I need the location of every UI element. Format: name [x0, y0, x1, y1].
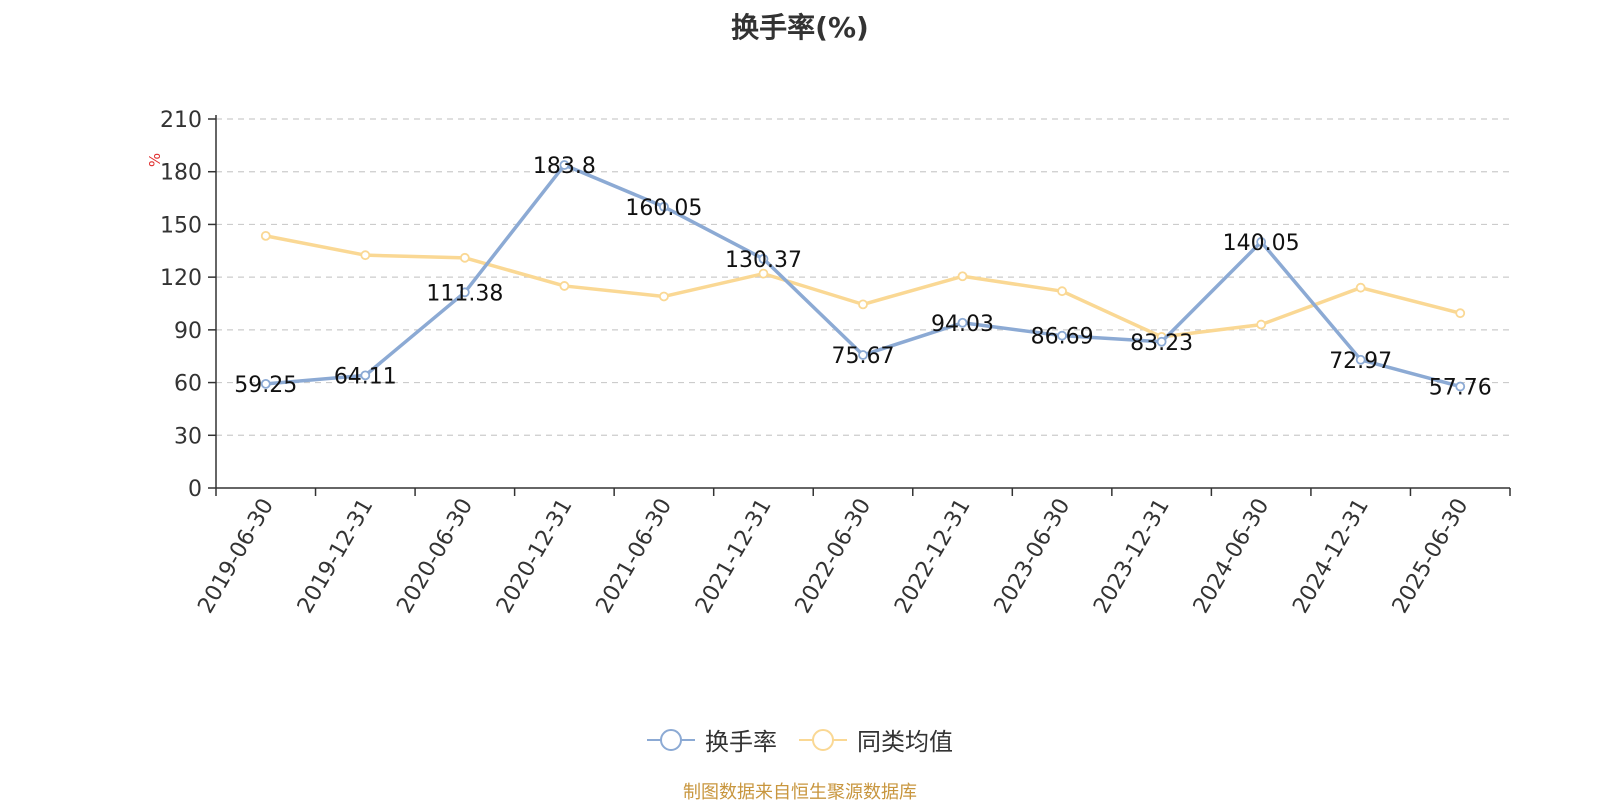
x-tick-label: 2023-12-31: [1089, 495, 1175, 618]
data-point-series-0: [659, 201, 669, 212]
x-tick-label: 2021-06-30: [592, 495, 678, 618]
data-point-series-0: [559, 160, 570, 170]
data-point-series-0: [1156, 336, 1167, 347]
legend-item-peer-average[interactable]: 同类均值: [799, 722, 953, 757]
data-point-series-1: [360, 250, 371, 261]
data-point-series-0: [1355, 354, 1366, 365]
data-label: 160.05: [625, 196, 702, 221]
x-tick-label: 2021-12-31: [691, 495, 777, 618]
data-source-note: 制图数据来自恒生聚源数据库: [683, 782, 917, 803]
data-point-series-0: [459, 287, 470, 298]
y-tick-label: 30: [174, 424, 202, 449]
data-point-series-1: [957, 271, 968, 282]
legend: 换手率 同类均值: [0, 722, 1600, 757]
x-tick-label: 2022-06-30: [791, 495, 877, 618]
y-tick-label: 150: [160, 213, 202, 238]
data-label: 59.25: [234, 373, 297, 398]
data-point-series-0: [758, 254, 769, 264]
data-point-series-1: [1455, 308, 1466, 319]
legend-label-turnover: 换手率: [705, 728, 777, 756]
data-label: 130.37: [725, 248, 802, 273]
data-point-series-0: [957, 317, 968, 328]
data-point-series-0: [360, 370, 371, 381]
data-label: 75.67: [832, 344, 895, 369]
data-point-series-1: [1256, 319, 1267, 330]
data-label: 183.8: [533, 154, 596, 179]
x-tick-label: 2019-12-31: [293, 495, 379, 618]
y-tick-label: 180: [160, 161, 202, 186]
data-point-series-0: [858, 350, 868, 360]
y-tick-label: 120: [160, 266, 202, 291]
x-tick-label: 2020-06-30: [392, 495, 478, 618]
data-point-series-0: [1455, 381, 1466, 392]
data-label: 64.11: [334, 364, 397, 389]
legend-label-peer-average: 同类均值: [857, 728, 953, 756]
chart-title: 换手率(%): [731, 11, 869, 44]
data-point-series-1: [1355, 282, 1366, 293]
x-tick-label: 2024-06-30: [1189, 495, 1275, 618]
data-label: 86.69: [1031, 325, 1094, 350]
data-label: 140.05: [1223, 231, 1300, 256]
data-point-series-0: [260, 378, 271, 389]
data-point-series-1: [659, 291, 669, 302]
data-label: 111.38: [426, 281, 503, 306]
x-tick-label: 2022-12-31: [890, 495, 976, 618]
legend-marker-peer-average: [799, 728, 847, 751]
x-tick-label: 2023-06-30: [990, 495, 1076, 618]
data-point-series-1: [758, 268, 769, 279]
x-tick-label: 2025-06-30: [1388, 495, 1474, 618]
data-point-series-1: [260, 230, 271, 241]
data-point-series-1: [858, 299, 868, 310]
x-tick-label: 2019-06-30: [193, 495, 279, 618]
data-point-series-1: [1057, 286, 1067, 297]
legend-item-turnover[interactable]: 换手率: [647, 722, 777, 757]
data-label: 83.23: [1130, 331, 1193, 356]
y-tick-label: 60: [174, 372, 202, 397]
y-tick-label: 0: [188, 477, 202, 502]
y-tick-label: 90: [174, 319, 202, 344]
data-label: 72.97: [1329, 349, 1392, 374]
y-tick-label: 210: [160, 108, 202, 133]
x-tick-label: 2020-12-31: [492, 495, 578, 618]
data-point-series-1: [559, 281, 570, 291]
y-axis-unit-label: %: [146, 153, 164, 167]
data-point-series-1: [459, 252, 470, 263]
data-label: 94.03: [931, 312, 994, 337]
data-point-series-0: [1057, 330, 1067, 341]
data-point-series-0: [1256, 237, 1267, 247]
data-label: 57.76: [1429, 376, 1492, 401]
legend-marker-turnover: [647, 728, 695, 751]
x-tick-label: 2024-12-31: [1288, 495, 1374, 618]
